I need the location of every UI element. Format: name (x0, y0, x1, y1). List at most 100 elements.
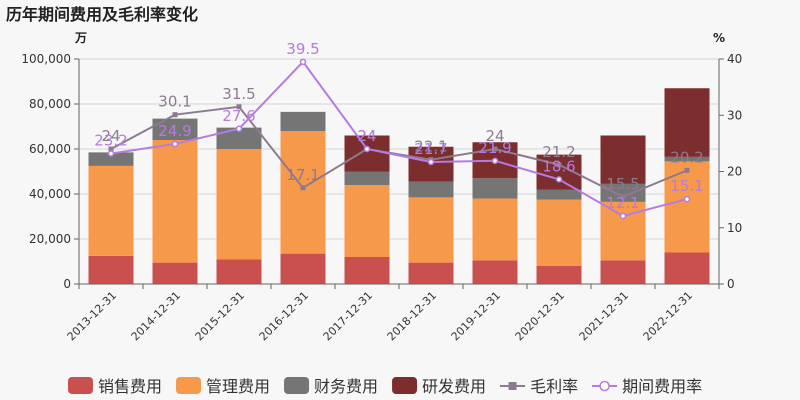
line-point (683, 195, 691, 203)
data-label: 24 (485, 127, 504, 145)
x-tick-label: 2013-12-31 (65, 289, 119, 343)
legend-label: 研发费用 (422, 377, 486, 396)
line-point (620, 194, 626, 200)
data-label: 17.1 (286, 166, 319, 184)
bar-segment (152, 262, 198, 284)
left-tick-label: 60,000 (29, 142, 71, 156)
line-point (684, 167, 690, 173)
line-point (236, 104, 242, 110)
right-tick-label: 10 (727, 221, 742, 235)
data-label: 21.7 (414, 140, 447, 158)
line-point (491, 157, 499, 165)
left-tick-label: 20,000 (29, 232, 71, 246)
bar-segment (216, 127, 262, 149)
legend-item[interactable]: 研发费用 (392, 377, 486, 396)
bar-segment (600, 260, 646, 284)
data-label: 24 (101, 127, 120, 145)
bar-segment (664, 252, 710, 284)
data-label: 18.6 (542, 157, 575, 175)
right-tick-label: 30 (727, 108, 742, 122)
data-label: 21.9 (478, 139, 511, 157)
x-tick-label: 2020-12-31 (513, 289, 567, 343)
legend-item[interactable]: 毛利率 (500, 377, 578, 396)
line-point (107, 150, 115, 157)
data-label: 31.5 (222, 85, 255, 103)
line-point (427, 158, 435, 166)
line-point (171, 140, 179, 148)
right-tick-label: 0 (727, 277, 735, 291)
data-label: 24 (357, 127, 376, 145)
legend-label: 期间费用率 (622, 377, 702, 396)
legend-swatch (392, 377, 418, 394)
line-point (619, 212, 627, 220)
bar-segment (536, 189, 582, 200)
left-tick-label: 100,000 (21, 52, 71, 66)
data-label: 24.9 (158, 122, 191, 140)
bar-segment (600, 135, 646, 184)
x-tick-label: 2015-12-31 (193, 289, 247, 343)
right-tick-label: 20 (727, 165, 742, 179)
legend-marker (508, 382, 517, 390)
data-label: 21.2 (542, 143, 575, 161)
data-label: 15.5 (606, 175, 639, 193)
data-label: 20.2 (670, 148, 703, 166)
data-label: 12.1 (606, 194, 639, 212)
bar-segment (472, 198, 518, 261)
legend-item[interactable]: 销售费用 (68, 377, 162, 396)
left-axis-unit: 万 (74, 31, 87, 45)
line-point (556, 162, 562, 168)
legend-swatch (284, 377, 310, 394)
legend: 销售费用 管理费用 财务费用 研发费用 毛利率 期间费用率 (68, 377, 702, 396)
legend-item[interactable]: 财务费用 (284, 377, 378, 396)
data-label: 24 (357, 127, 376, 145)
data-label: 39.5 (286, 40, 319, 58)
bar-segment (664, 88, 710, 157)
x-tick-label: 2022-12-31 (641, 289, 695, 343)
bar-layer (88, 88, 710, 284)
right-tick-label: 40 (727, 52, 742, 66)
bar-segment (408, 262, 454, 284)
series-line (110, 60, 688, 218)
bar-segment (536, 199, 582, 266)
bar-segment (472, 178, 518, 199)
left-tick-label: 0 (63, 277, 71, 291)
line-point (299, 58, 307, 66)
legend-item[interactable]: 管理费用 (176, 377, 270, 396)
x-tick-label: 2017-12-31 (321, 289, 375, 343)
data-label: 27.6 (222, 107, 255, 125)
legend-swatch (176, 377, 202, 394)
bar-segment (152, 140, 198, 263)
bar-segment (216, 259, 262, 284)
bar-segment (344, 171, 390, 185)
legend-marker (599, 380, 610, 392)
chart-title: 历年期间费用及毛利率变化 (6, 5, 198, 24)
x-tick-label: 2021-12-31 (577, 289, 631, 343)
legend-label: 管理费用 (206, 377, 270, 396)
bar-segment (88, 152, 134, 166)
bar-segment (280, 253, 326, 284)
bar-segment (88, 165, 134, 256)
bar-segment (88, 255, 134, 284)
series-line (110, 105, 688, 198)
legend-label: 财务费用 (314, 377, 378, 396)
legend-item[interactable]: 期间费用率 (592, 377, 702, 396)
line-point (555, 176, 563, 183)
line-layer: 24 30.1 31.5 17.1 24 22.1 24 21.2 15.5 20.2 23.2 24… (94, 40, 704, 220)
bar-segment (344, 185, 390, 257)
x-tick-label: 2016-12-31 (257, 289, 311, 343)
data-label: 30.1 (158, 93, 191, 111)
bar-segment (408, 181, 454, 198)
bar-segment (216, 149, 262, 260)
left-tick-label: 80,000 (29, 97, 71, 111)
legend-swatch (68, 377, 93, 394)
bar-segment (472, 260, 518, 284)
x-tick-label: 2014-12-31 (129, 289, 183, 343)
line-point (363, 145, 371, 153)
x-tick-label: 2019-12-31 (449, 289, 503, 343)
line-point (300, 185, 306, 191)
legend-label: 销售费用 (98, 377, 162, 396)
bar-segment (664, 161, 710, 253)
bar-segment (344, 257, 390, 284)
bar-segment (280, 131, 326, 254)
bar-segment (536, 266, 582, 284)
